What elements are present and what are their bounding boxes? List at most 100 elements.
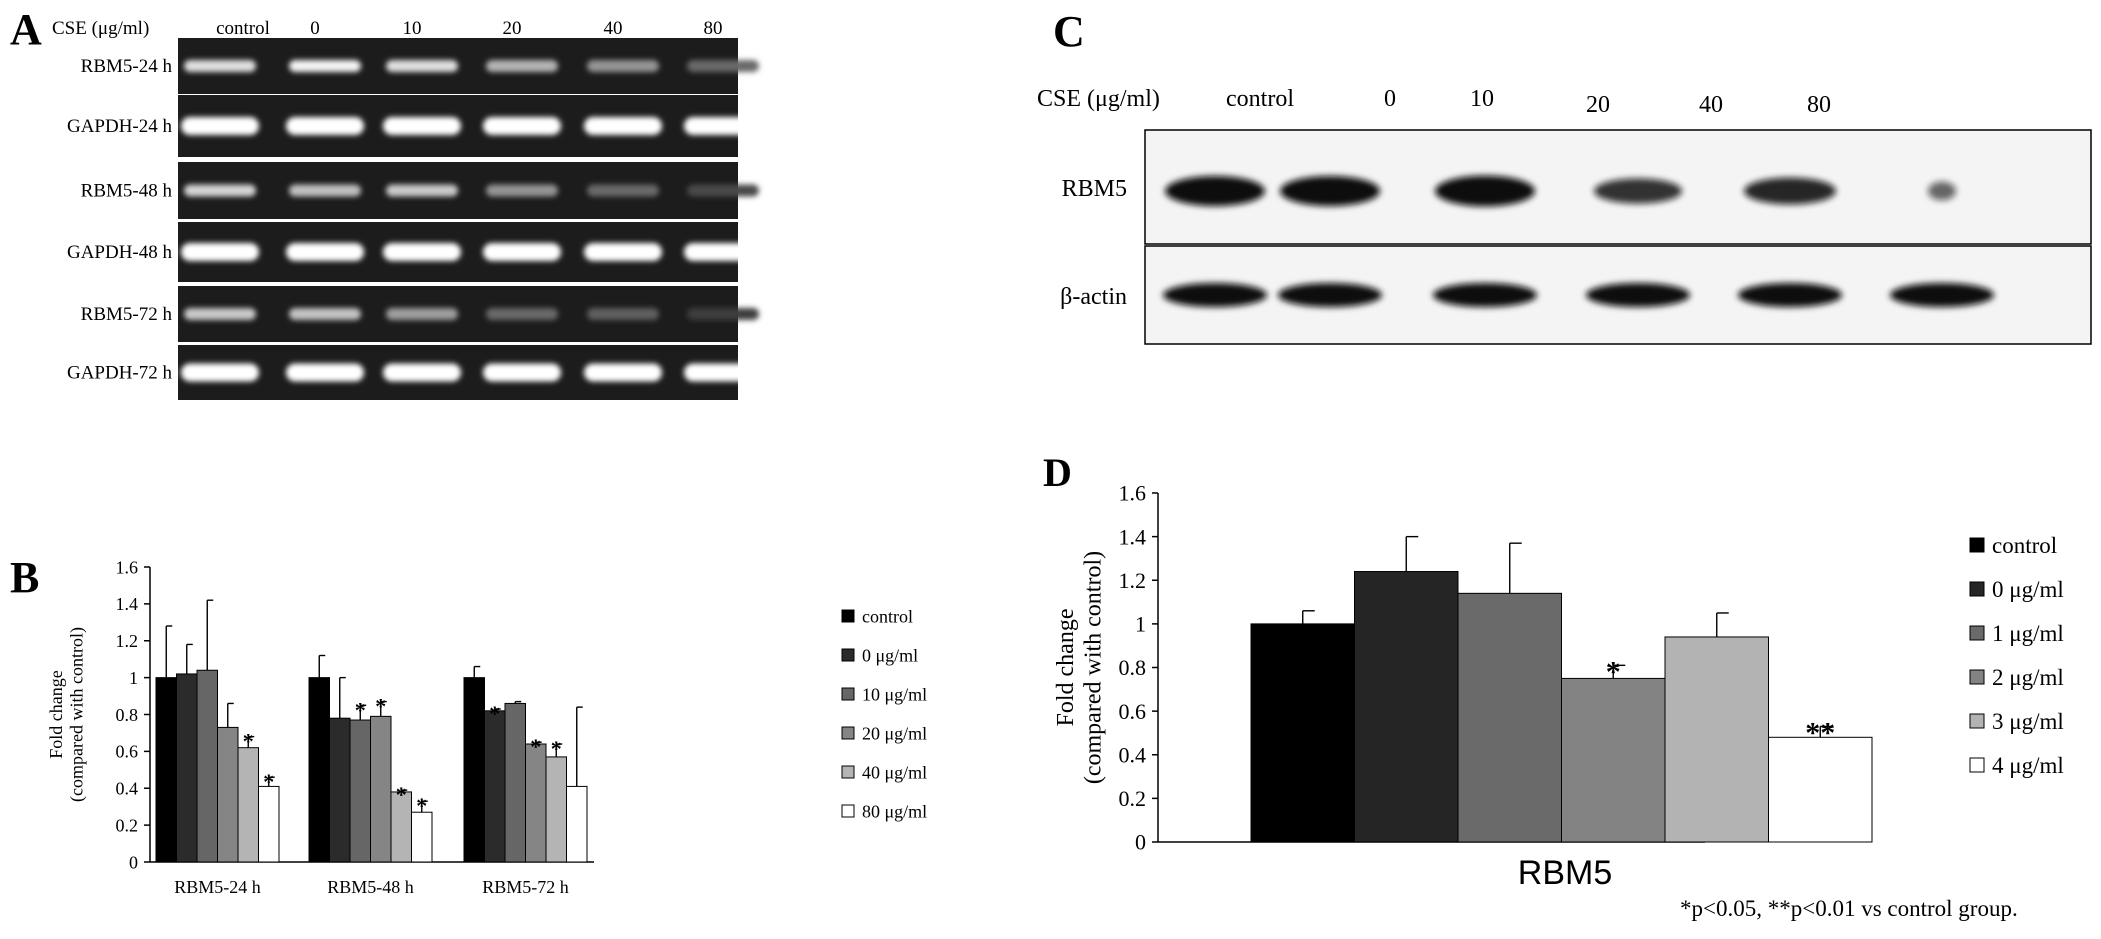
bar xyxy=(1457,592,1562,843)
y-tick-label: 1.2 xyxy=(1119,568,1147,593)
rbm5-band xyxy=(687,184,759,197)
panel-a-lane-label: control xyxy=(216,18,270,39)
y-tick-label: 0 xyxy=(129,852,138,872)
x-category-label: RBM5-24 h xyxy=(174,877,261,897)
bar xyxy=(525,743,547,863)
rbm5-band xyxy=(486,184,558,197)
bar xyxy=(196,669,218,863)
x-axis-label: RBM5 xyxy=(1518,854,1612,892)
bar xyxy=(1664,636,1769,843)
legend-label: 3 μg/ml xyxy=(1992,709,2064,734)
gapdh-band xyxy=(181,363,259,382)
bar xyxy=(155,677,177,863)
gapdh-band xyxy=(584,243,662,261)
bar xyxy=(349,719,371,863)
y-tick-label: 0.6 xyxy=(1119,699,1147,724)
legend-label: control xyxy=(862,606,913,626)
panel-letter-a: A xyxy=(10,5,42,54)
panel-letter-b: B xyxy=(10,553,39,602)
legend-label: 1 μg/ml xyxy=(1992,621,2064,646)
gel-row-label: RBM5-24 h xyxy=(81,56,173,77)
actin-blot-band xyxy=(1738,283,1842,307)
bar xyxy=(258,785,280,863)
bar xyxy=(176,673,198,863)
x-category-label: RBM5-72 h xyxy=(482,877,569,897)
significance-mark: * xyxy=(489,701,500,726)
gapdh-band xyxy=(684,363,762,382)
rbm5-band xyxy=(184,308,256,320)
bar xyxy=(217,726,239,863)
bar xyxy=(1561,677,1666,843)
y-axis-label: Fold change(compared with control) xyxy=(46,627,88,802)
bar xyxy=(504,702,526,863)
legend-swatch xyxy=(1969,625,1985,641)
rbm5-band xyxy=(687,60,759,72)
gapdh-band xyxy=(383,117,461,135)
actin-blot-band xyxy=(1586,283,1690,307)
gapdh-band xyxy=(286,363,364,382)
panel-a-lane-label: 10 xyxy=(403,18,422,39)
significance-mark: * xyxy=(416,793,427,818)
panel-a-lane-label: 0 xyxy=(310,18,320,39)
panel-c-lane-label: 40 xyxy=(1699,92,1723,118)
bar xyxy=(370,715,392,863)
bar xyxy=(1250,623,1355,843)
rbm5-band xyxy=(184,60,256,72)
rbm5-band xyxy=(289,308,361,320)
panel-letter-d: D xyxy=(1043,450,1072,495)
gel-row-label: RBM5-72 h xyxy=(81,304,173,325)
panel-a-gels: CSE (μg/ml) control 0 10 20 40 80 RBM5-24 h GAP… xyxy=(52,18,762,400)
y-tick-label: 0.6 xyxy=(116,742,139,762)
gel-row-label: RBM5-48 h xyxy=(81,181,173,202)
y-tick-label: 1.2 xyxy=(116,631,139,651)
y-tick-label: 1 xyxy=(129,668,138,688)
legend-swatch xyxy=(841,648,855,662)
rbm5-band xyxy=(486,60,558,72)
rbm5-band xyxy=(289,60,361,72)
rbm5-band xyxy=(289,184,361,197)
blot-row-label: β-actin xyxy=(1060,284,1127,310)
actin-blot-band xyxy=(1433,283,1537,307)
panel-c-lane-label: 80 xyxy=(1807,92,1831,118)
legend-swatch xyxy=(1969,757,1985,773)
y-tick-label: 0.2 xyxy=(116,815,139,835)
gapdh-band xyxy=(584,363,662,382)
y-tick-label: 0 xyxy=(1135,830,1146,855)
actin-blot-band xyxy=(1163,283,1267,307)
bar xyxy=(329,717,351,863)
y-tick-label: 0.4 xyxy=(1119,742,1147,767)
rbm5-blot-band xyxy=(1165,176,1265,206)
actin-blot-band xyxy=(1278,283,1382,307)
bar xyxy=(545,756,567,863)
gapdh-band xyxy=(684,243,762,261)
legend-swatch xyxy=(1969,713,1985,729)
rbm5-band xyxy=(184,184,256,197)
bar xyxy=(566,785,588,863)
panel-c-lane-label: 20 xyxy=(1586,92,1610,118)
rbm5-blot-band xyxy=(1928,181,1956,201)
bar xyxy=(1354,571,1459,843)
panel-c-lane-label: control xyxy=(1226,86,1294,112)
gel-row-label: GAPDH-48 h xyxy=(67,242,173,263)
panel-a-lane-label: 80 xyxy=(704,18,723,39)
legend-swatch xyxy=(1969,537,1985,553)
panel-b-bar-chart: 0 0.2 0.4 0.6 0.8 1 1.2 1.4 1.6 Fold change(compa… xyxy=(46,557,927,897)
bar xyxy=(484,710,506,863)
y-tick-label: 1 xyxy=(1135,612,1146,637)
y-tick-label: 1.6 xyxy=(116,557,139,577)
gapdh-band xyxy=(684,117,762,135)
bar xyxy=(308,677,330,863)
rbm5-blot-band xyxy=(1594,178,1682,204)
significance-mark: ** xyxy=(1805,716,1835,749)
legend-label: 10 μg/ml xyxy=(862,684,927,704)
panel-c-cse-label: CSE (μg/ml) xyxy=(1037,86,1160,112)
legend-label: 4 μg/ml xyxy=(1992,753,2064,778)
panel-a-cse-label: CSE (μg/ml) xyxy=(52,18,149,39)
bar xyxy=(411,811,433,863)
panel-c-lane-label: 0 xyxy=(1384,86,1396,112)
panel-d-bar-chart: 0 0.2 0.4 0.6 0.8 1 1.2 1.4 1.6 Fold change(compa… xyxy=(1053,481,2064,892)
y-tick-label: 0.2 xyxy=(1119,786,1147,811)
y-tick-label: 1.4 xyxy=(116,594,139,614)
rbm5-band xyxy=(587,308,659,320)
